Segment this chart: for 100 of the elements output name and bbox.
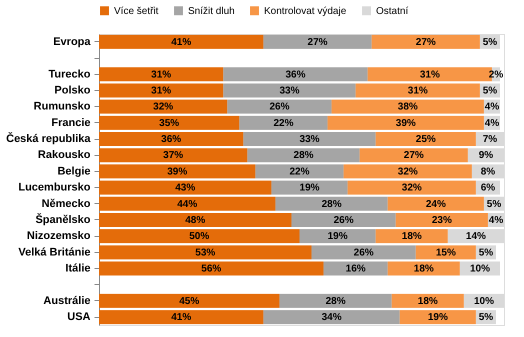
bar: [372, 34, 480, 49]
data-label: 56%: [201, 264, 222, 275]
legend-label: Více šetřit: [114, 6, 159, 17]
bar: [99, 116, 240, 130]
data-label: 8%: [480, 166, 496, 178]
data-label: 41%: [171, 36, 192, 48]
data-label: 53%: [195, 247, 216, 258]
y-tick-label: USA: [67, 311, 91, 324]
bar: [99, 245, 312, 260]
data-label: 4%: [484, 118, 500, 129]
data-label: 7%: [482, 134, 498, 146]
data-label: 32%: [398, 166, 418, 178]
data-label: 4%: [484, 102, 500, 113]
data-label: 14%: [466, 231, 486, 242]
data-label: 37%: [163, 150, 184, 162]
bar: [263, 34, 372, 49]
bar: [99, 164, 256, 178]
data-label: 26%: [334, 214, 354, 226]
data-label: 18%: [402, 231, 422, 242]
bar: [400, 310, 476, 324]
y-tick-label: Belgie: [57, 165, 90, 178]
data-label: 31%: [420, 69, 440, 80]
bar: [376, 229, 448, 244]
bar: [99, 180, 272, 195]
data-label: 4%: [488, 214, 504, 226]
bar: [328, 116, 484, 130]
data-label: 10%: [474, 296, 494, 307]
bar: [291, 212, 396, 227]
bar: [376, 132, 476, 146]
data-label: 5%: [482, 85, 498, 96]
bar: [388, 196, 484, 211]
bar: [99, 148, 248, 162]
data-label: 33%: [300, 134, 320, 146]
bar: [279, 294, 392, 308]
bar: [332, 100, 484, 114]
bar: [356, 83, 480, 98]
bar: [239, 116, 328, 130]
bar: [99, 294, 280, 308]
bar: [99, 100, 228, 114]
data-label: 44%: [177, 198, 198, 210]
data-label: 28%: [326, 296, 346, 307]
data-label: 15%: [436, 247, 456, 258]
legend-label: Snížit dluh: [188, 6, 235, 17]
bar: [99, 196, 276, 211]
y-tick-label: Velká Británie: [18, 246, 90, 258]
bar: [324, 262, 388, 276]
data-label: 35%: [159, 118, 180, 129]
data-label: 41%: [171, 312, 192, 324]
data-label: 6%: [480, 182, 496, 194]
data-label: 19%: [328, 231, 348, 242]
data-label: 39%: [167, 166, 188, 178]
data-label: 18%: [414, 264, 434, 275]
data-label: 27%: [416, 36, 436, 48]
bar: [99, 212, 292, 227]
data-label: 22%: [273, 118, 294, 129]
data-label: 28%: [322, 198, 342, 210]
y-tick-label: Turecko: [48, 68, 91, 80]
y-tick-label: Evropa: [53, 36, 92, 48]
data-label: 36%: [285, 69, 306, 80]
data-label: 19%: [300, 182, 320, 194]
bar: [227, 100, 332, 114]
data-label: 26%: [269, 102, 290, 113]
data-label: 5%: [478, 312, 494, 324]
bar: [271, 180, 348, 195]
bar: [388, 262, 460, 276]
bar: [312, 245, 416, 260]
y-tick-label: Česká republika: [6, 132, 92, 146]
bar: [299, 229, 376, 244]
y-tick-label: Francie: [51, 116, 90, 129]
bar: [255, 164, 344, 178]
data-label: 50%: [189, 231, 210, 242]
y-tick-label: Itálie: [65, 262, 90, 275]
bar: [99, 83, 224, 98]
data-label: 5%: [486, 198, 502, 210]
y-tick-label: Rumunsko: [34, 100, 91, 113]
data-label: 36%: [161, 134, 182, 146]
y-tick-label: Německo: [42, 198, 91, 210]
data-label: 24%: [426, 198, 446, 210]
data-label: 18%: [418, 296, 438, 307]
data-label: 5%: [478, 247, 494, 258]
y-tick-label: Polsko: [54, 84, 91, 96]
bar: [99, 132, 244, 146]
data-label: 28%: [293, 150, 314, 162]
bar: [275, 196, 388, 211]
data-label: 34%: [322, 312, 342, 324]
data-label: 45%: [179, 296, 200, 307]
bar: [99, 67, 224, 82]
data-label: 10%: [470, 264, 490, 275]
data-label: 22%: [289, 166, 310, 178]
data-label: 27%: [308, 36, 328, 48]
bar: [99, 262, 324, 276]
data-label: 31%: [151, 69, 172, 80]
y-tick-label: Španělsko: [35, 212, 91, 226]
y-tick-label: Lucembursko: [18, 182, 91, 194]
bar: [243, 132, 376, 146]
bar: [360, 148, 468, 162]
bar: [99, 34, 264, 49]
y-tick-label: Austrálie: [43, 294, 90, 307]
bar: [99, 229, 300, 244]
data-label: 38%: [398, 102, 418, 113]
